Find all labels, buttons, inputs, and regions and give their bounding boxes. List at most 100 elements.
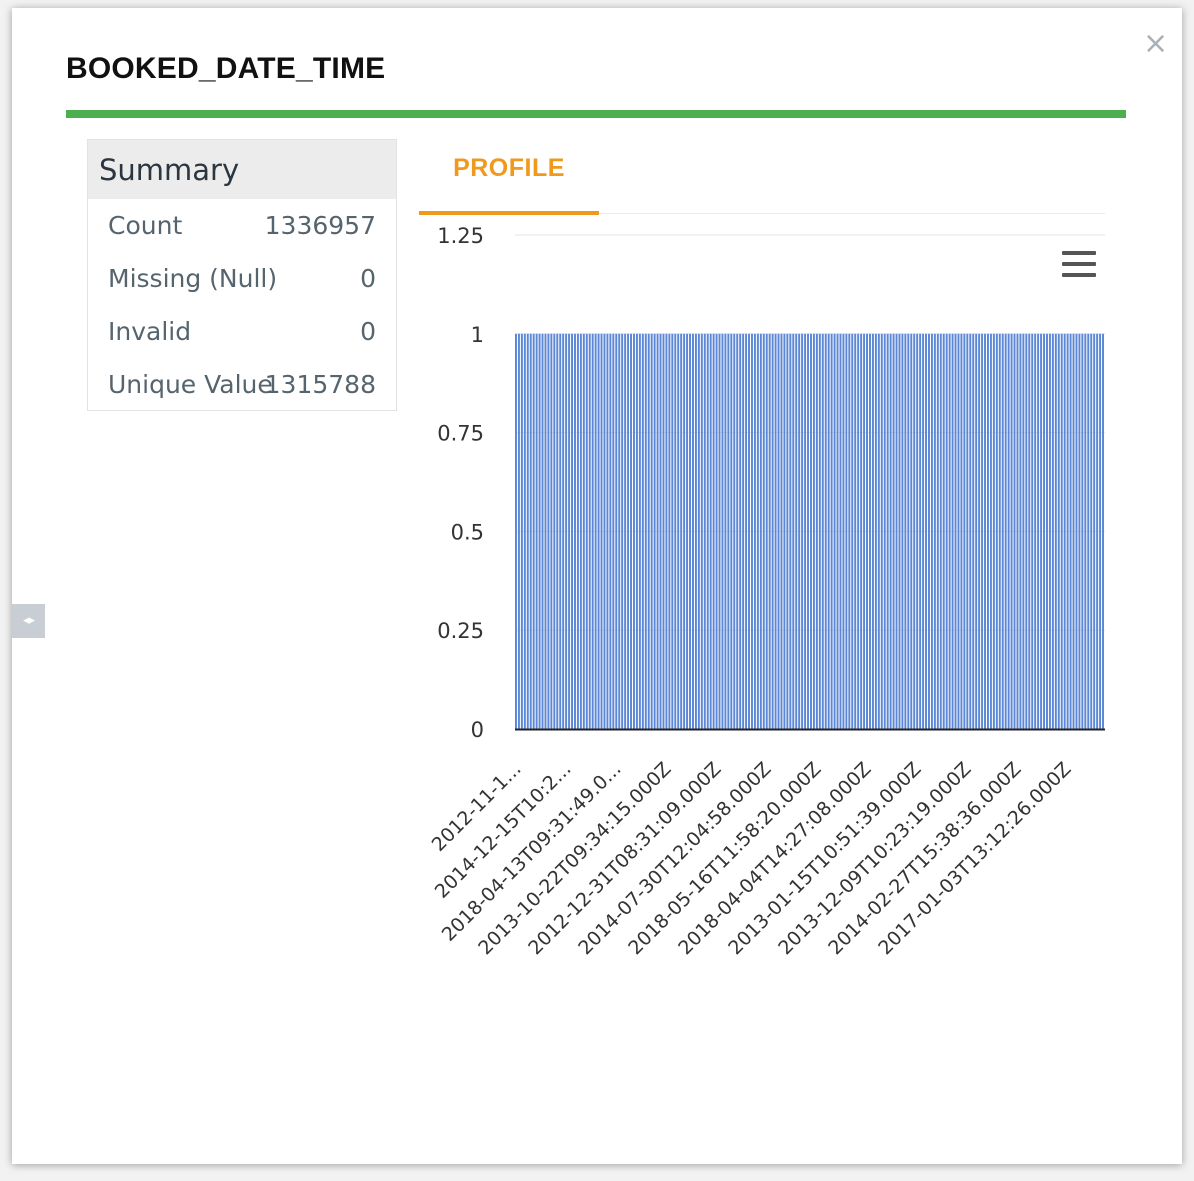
chart-bar[interactable] — [635, 333, 638, 729]
chart-bar[interactable] — [1066, 333, 1069, 729]
chart-bar[interactable] — [768, 333, 771, 729]
chart-bar[interactable] — [916, 333, 919, 729]
chart-bar[interactable] — [877, 333, 880, 729]
chart-bar[interactable] — [913, 333, 916, 729]
chart-bar[interactable] — [765, 333, 768, 729]
chart-bar[interactable] — [535, 333, 538, 729]
chart-bar[interactable] — [892, 333, 895, 729]
chart-bar[interactable] — [780, 333, 783, 729]
chart-bar[interactable] — [547, 333, 550, 729]
chart-bar[interactable] — [621, 333, 624, 729]
chart-bar[interactable] — [650, 333, 653, 729]
chart-bar[interactable] — [603, 333, 606, 729]
chart-bar[interactable] — [697, 333, 700, 729]
chart-bar[interactable] — [863, 333, 866, 729]
chart-bar[interactable] — [689, 333, 691, 729]
chart-bar[interactable] — [981, 333, 984, 729]
chart-bar[interactable] — [857, 333, 860, 729]
chart-bar[interactable] — [562, 333, 565, 729]
chart-bar[interactable] — [975, 333, 978, 729]
chart-bar[interactable] — [925, 333, 927, 729]
chart-bar[interactable] — [995, 333, 998, 729]
chart-bar[interactable] — [898, 333, 901, 729]
chart-bar[interactable] — [919, 333, 922, 729]
chart-bar[interactable] — [933, 333, 936, 729]
chart-bar[interactable] — [1102, 333, 1104, 729]
chart-bar[interactable] — [836, 333, 839, 729]
chart-bar[interactable] — [848, 333, 851, 729]
chart-bar[interactable] — [730, 333, 733, 729]
chart-bar[interactable] — [641, 333, 644, 729]
chart-bar[interactable] — [966, 333, 969, 729]
chart-bar[interactable] — [866, 333, 868, 729]
chart-bar[interactable] — [1022, 333, 1025, 729]
chart-bar[interactable] — [692, 333, 694, 729]
chart-bar[interactable] — [520, 333, 523, 729]
chart-bar[interactable] — [972, 333, 975, 729]
chart-bar[interactable] — [871, 333, 874, 729]
chart-bar[interactable] — [721, 333, 724, 729]
chart-bar[interactable] — [742, 333, 745, 729]
chart-bar[interactable] — [715, 333, 718, 729]
chart-bar[interactable] — [644, 333, 647, 729]
chart-bar[interactable] — [1069, 333, 1072, 729]
chart-bar[interactable] — [694, 333, 697, 729]
chart-bar[interactable] — [659, 333, 662, 729]
chart-bar[interactable] — [936, 333, 939, 729]
chart-bar[interactable] — [798, 333, 801, 729]
chart-bar[interactable] — [804, 333, 807, 729]
chart-bar[interactable] — [812, 333, 815, 729]
chart-bar[interactable] — [538, 333, 541, 729]
chart-bar[interactable] — [576, 333, 579, 729]
chart-bar[interactable] — [960, 333, 963, 729]
chart-bar[interactable] — [1063, 333, 1066, 729]
chart-bar[interactable] — [582, 333, 585, 729]
chart-bar[interactable] — [1046, 333, 1048, 729]
chart-bar[interactable] — [638, 333, 641, 729]
chart-bar[interactable] — [1090, 333, 1093, 729]
chart-bar[interactable] — [895, 333, 898, 729]
chart-bar[interactable] — [777, 333, 780, 729]
chart-bar[interactable] — [904, 333, 907, 729]
chart-bar[interactable] — [922, 333, 925, 729]
chart-bar[interactable] — [559, 333, 562, 729]
chart-bar[interactable] — [739, 333, 742, 729]
chart-bar[interactable] — [1028, 333, 1031, 729]
chart-bar[interactable] — [945, 333, 948, 729]
chart-bar[interactable] — [662, 333, 665, 729]
chart-bar[interactable] — [824, 333, 827, 729]
chart-bar[interactable] — [860, 333, 863, 729]
chart-bar[interactable] — [1087, 333, 1090, 729]
chart-bar[interactable] — [795, 333, 798, 729]
chart-bar[interactable] — [869, 333, 871, 729]
chart-bar[interactable] — [526, 333, 529, 729]
chart-bar[interactable] — [987, 333, 989, 729]
chart-bar[interactable] — [889, 333, 892, 729]
chart-bar[interactable] — [1037, 333, 1040, 729]
chart-bar[interactable] — [762, 333, 765, 729]
chart-bar[interactable] — [992, 333, 995, 729]
chart-bar[interactable] — [618, 333, 621, 729]
chart-bar[interactable] — [818, 333, 821, 729]
chart-bar[interactable] — [674, 333, 677, 729]
chart-bar[interactable] — [942, 333, 945, 729]
chart-bar[interactable] — [709, 333, 712, 729]
chart-bar[interactable] — [1099, 333, 1102, 729]
chart-bar[interactable] — [1034, 333, 1037, 729]
chart-bar[interactable] — [677, 333, 680, 729]
chart-bar[interactable] — [718, 333, 721, 729]
chart-bar[interactable] — [748, 333, 750, 729]
chart-bar[interactable] — [594, 333, 597, 729]
chart-bar[interactable] — [771, 333, 774, 729]
chart-bar[interactable] — [588, 333, 591, 729]
chart-bar[interactable] — [517, 333, 520, 729]
chart-bar[interactable] — [978, 333, 981, 729]
chart-bar[interactable] — [1013, 333, 1016, 729]
chart-bar[interactable] — [550, 333, 553, 729]
chart-bar[interactable] — [727, 333, 730, 729]
tab-profile[interactable]: PROFILE — [453, 154, 565, 182]
panel-resize-handle[interactable]: ◂▸ — [12, 604, 45, 638]
chart-bar[interactable] — [724, 333, 727, 729]
chart-bar[interactable] — [789, 333, 792, 729]
chart-bar[interactable] — [1031, 333, 1034, 729]
